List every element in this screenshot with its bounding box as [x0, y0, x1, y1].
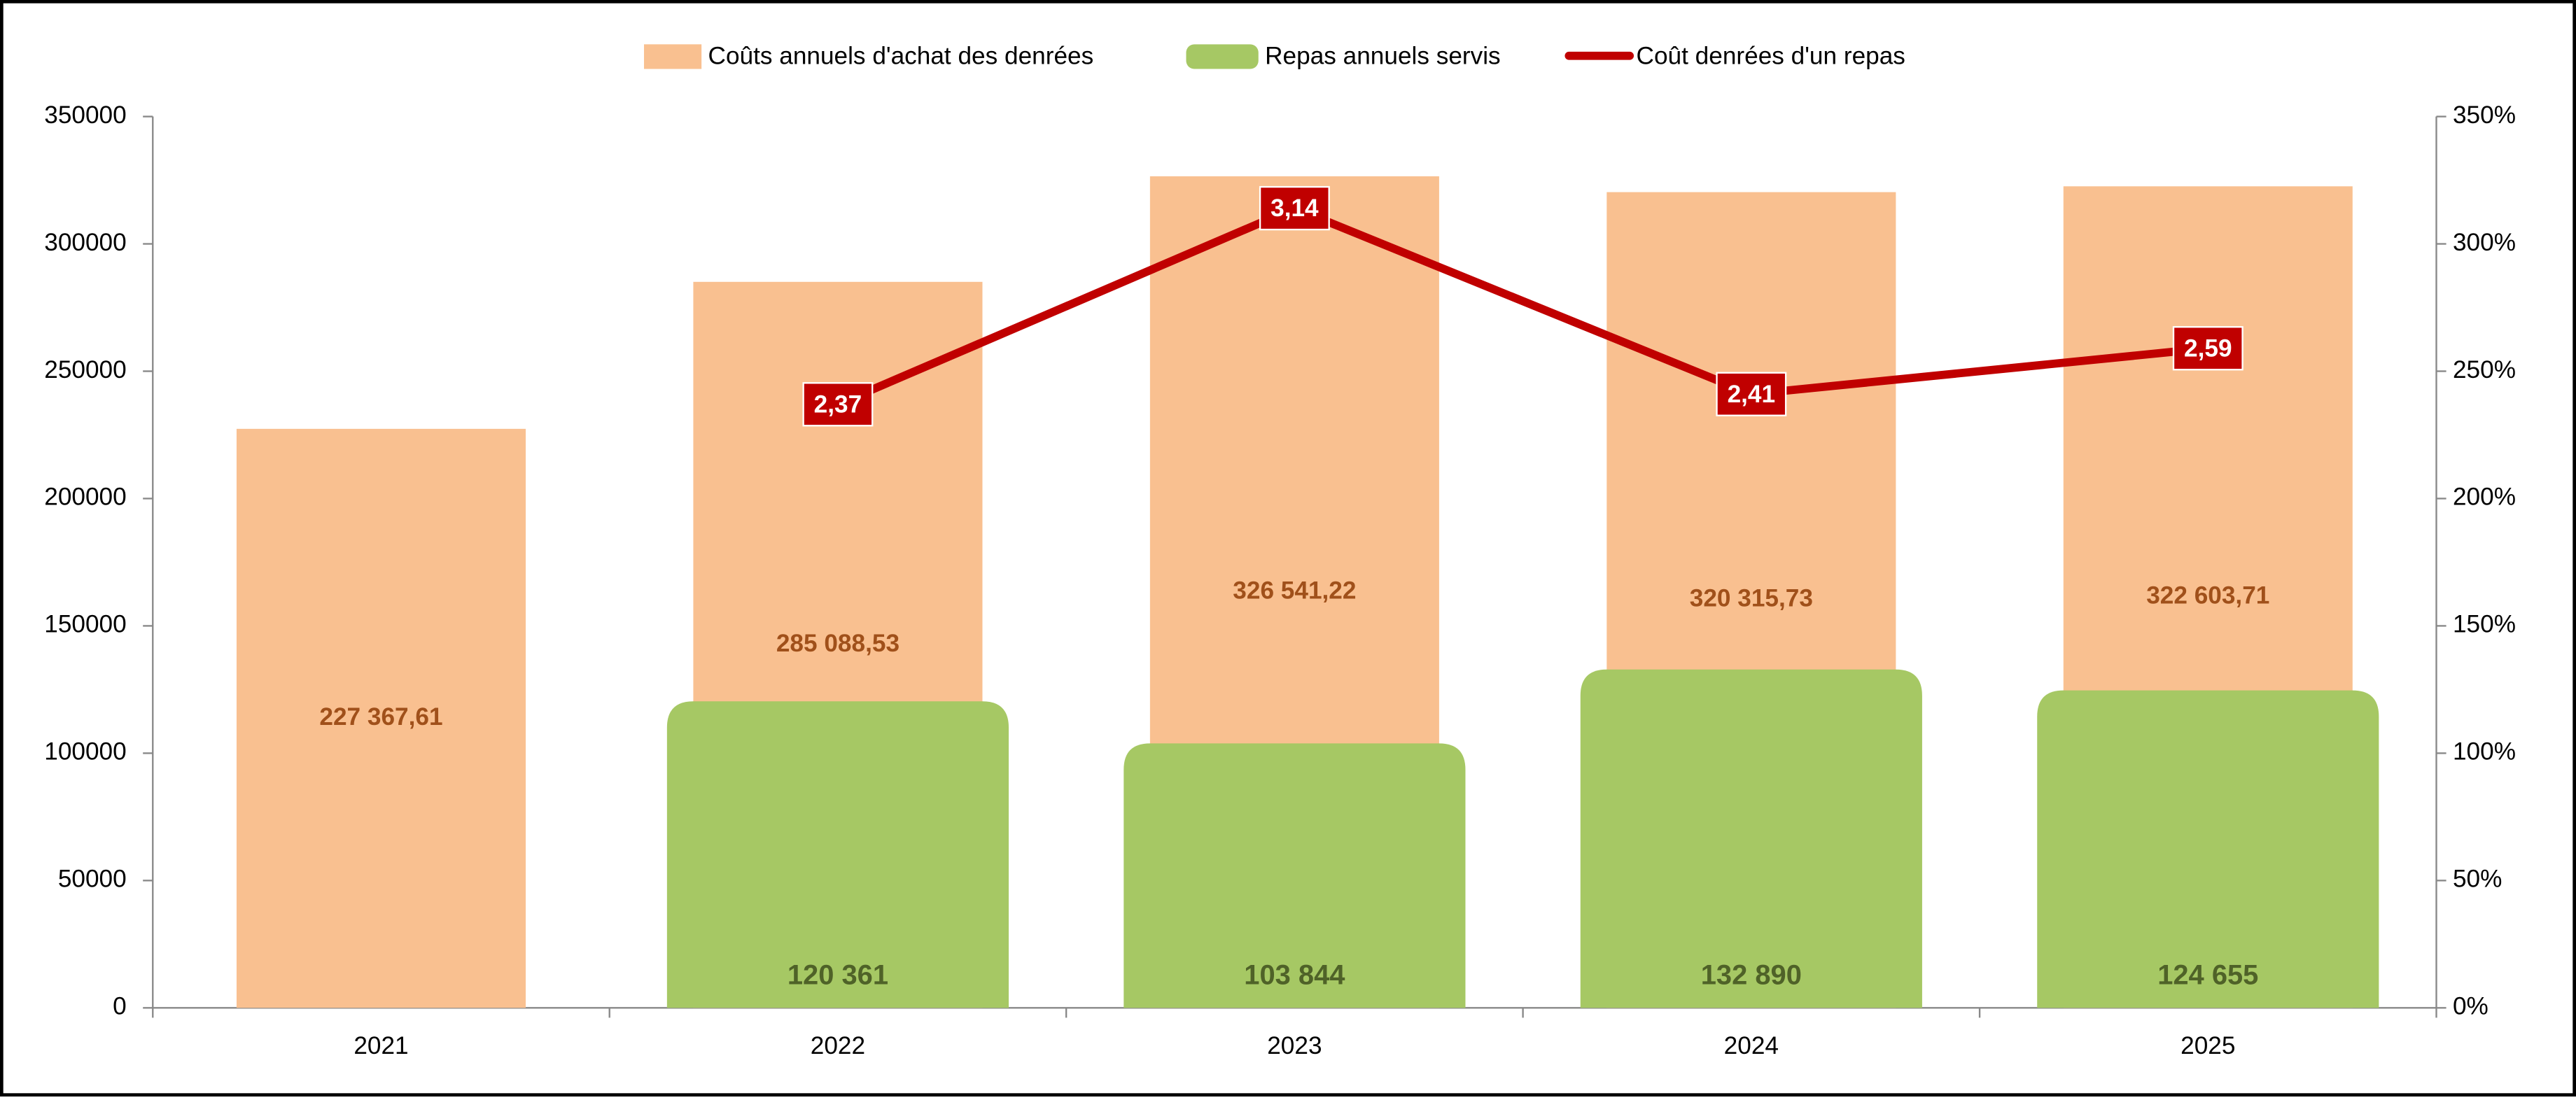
bar: [1124, 743, 1466, 1008]
y-tick-label: 250000: [44, 356, 126, 383]
bar: [236, 428, 526, 1008]
line: [836, 204, 2208, 409]
y2-tick-label: 350%: [2453, 101, 2516, 129]
y-tick-label: 200000: [44, 484, 126, 511]
bar: [2037, 690, 2379, 1008]
data-label: 2,37: [814, 390, 862, 418]
data-label: 322 603,71: [2146, 582, 2269, 609]
x-tick-label: 2024: [1724, 1032, 1779, 1059]
data-label-box: [802, 382, 874, 427]
x-tick-label: 2023: [1267, 1032, 1322, 1059]
data-label-box: [1716, 372, 1787, 416]
y2-tick-label: 200%: [2453, 484, 2516, 511]
y2-tick-label: 0%: [2453, 993, 2488, 1020]
y-tick-label: 100000: [44, 738, 126, 766]
legend-swatch: [1186, 44, 1259, 69]
x-tick-label: 2025: [2180, 1032, 2235, 1059]
data-label: 227 367,61: [319, 703, 442, 731]
data-label-box: [2172, 326, 2244, 371]
y2-tick-label: 300%: [2453, 229, 2516, 256]
data-label: 326 541,22: [1233, 577, 1356, 604]
y-tick-label: 0: [113, 993, 127, 1020]
bar: [1580, 669, 1922, 1008]
x-tick-label: 2022: [811, 1032, 865, 1059]
legend-label: Repas annuels servis: [1265, 42, 1501, 69]
data-label-box: [1259, 185, 1330, 231]
data-label: 3,14: [1270, 195, 1319, 222]
data-label: 320 315,73: [1690, 585, 1813, 612]
data-label: 132 890: [1701, 959, 1802, 990]
bar: [666, 701, 1009, 1008]
y-tick-label: 350000: [44, 101, 126, 129]
x-tick-label: 2021: [354, 1032, 408, 1059]
data-label: 103 844: [1244, 959, 1345, 990]
legend-label: Coûts annuels d'achat des denrées: [708, 42, 1094, 69]
y-tick-label: 50000: [58, 866, 127, 893]
data-label: 2,59: [2184, 334, 2232, 362]
legend-label: Coût denrées d'un repas: [1637, 42, 1905, 69]
data-label: 120 361: [788, 959, 888, 990]
y2-tick-label: 250%: [2453, 356, 2516, 383]
y2-tick-label: 150%: [2453, 611, 2516, 638]
y-tick-label: 300000: [44, 229, 126, 256]
data-label: 285 088,53: [776, 630, 899, 657]
data-label: 124 655: [2157, 959, 2258, 990]
y-tick-label: 150000: [44, 611, 126, 638]
y2-tick-label: 100%: [2453, 738, 2516, 766]
y2-tick-label: 50%: [2453, 866, 2502, 893]
data-label: 2,41: [1728, 381, 1776, 408]
legend-swatch: [644, 44, 702, 69]
